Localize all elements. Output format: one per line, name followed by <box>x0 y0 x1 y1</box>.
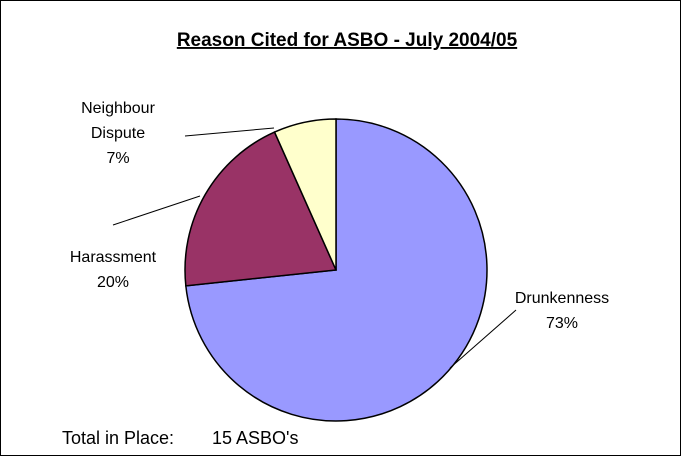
leader-line-drunkenness <box>449 309 517 369</box>
slice-labels: Drunkenness 73% Harassment 20% Neighbour Disp… <box>70 100 609 332</box>
slice-label-drunkenness-name: Drunkenness <box>515 290 609 307</box>
slice-label-drunkenness-percent: 73% <box>546 315 578 332</box>
slice-label-neighbour-dispute-percent: 7% <box>106 150 129 167</box>
chart-title: Reason Cited for ASBO - July 2004/05 <box>177 30 518 51</box>
slice-label-harassment-name: Harassment <box>70 249 157 266</box>
slice-label-neighbour-dispute-name: Neighbour <box>81 100 156 117</box>
leader-lines <box>112 127 517 369</box>
footer-value: 15 ASBO's <box>212 428 298 448</box>
slice-label-neighbour-dispute-name: Dispute <box>91 125 145 142</box>
pie-slice-harassment <box>184 131 338 287</box>
pie <box>184 118 488 422</box>
leader-line-harassment <box>112 195 201 226</box>
footer-label: Total in Place: <box>62 428 174 448</box>
pie-slice-neighbour-dispute <box>273 118 337 271</box>
leader-line-neighbour-dispute <box>184 127 275 137</box>
slice-label-harassment-percent: 20% <box>97 274 129 291</box>
